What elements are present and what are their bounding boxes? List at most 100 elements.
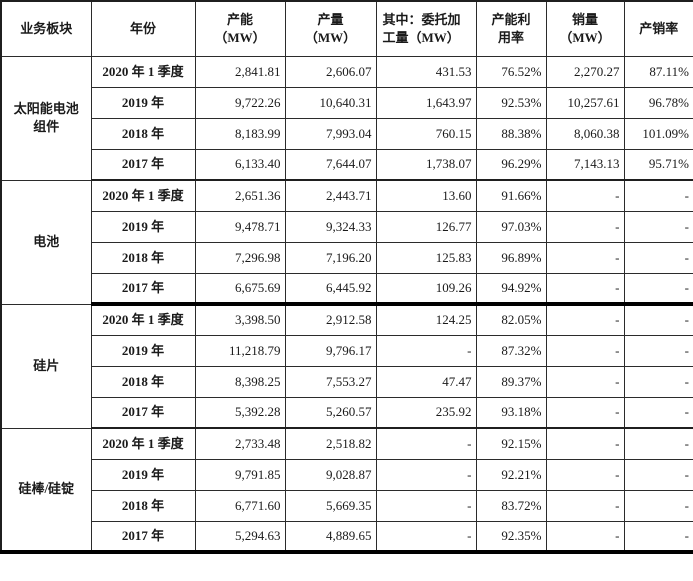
sales-cell: 7,143.13 <box>545 148 625 181</box>
commissioned-cell: 13.60 <box>375 179 477 212</box>
commissioned-cell: 235.92 <box>375 396 477 429</box>
ratio-cell: - <box>623 241 693 274</box>
sales-cell: 2,270.27 <box>545 55 625 88</box>
year-cell: 2019 年 <box>90 334 196 367</box>
utilization-cell: 92.15% <box>475 427 547 460</box>
year-cell: 2018 年 <box>90 241 196 274</box>
output-cell: 10,640.31 <box>284 86 377 119</box>
header-sales-volume: 销量 （MW） <box>545 0 625 57</box>
output-cell: 5,260.57 <box>284 396 377 429</box>
header-capacity: 产能 （MW） <box>194 0 286 57</box>
output-cell: 9,028.87 <box>284 458 377 491</box>
commissioned-cell: 1,738.07 <box>375 148 477 181</box>
commissioned-cell: 109.26 <box>375 272 477 306</box>
sales-cell: - <box>545 458 625 491</box>
capacity-cell: 2,841.81 <box>194 55 286 88</box>
commissioned-cell: 1,643.97 <box>375 86 477 119</box>
table-row: 2019 年 9,791.85 9,028.87 - 92.21% - - <box>1 458 693 491</box>
capacity-cell: 11,218.79 <box>194 334 286 367</box>
sales-cell: - <box>545 210 625 243</box>
utilization-cell: 96.89% <box>475 241 547 274</box>
commissioned-cell: 125.83 <box>375 241 477 274</box>
utilization-cell: 93.18% <box>475 396 547 429</box>
capacity-cell: 6,675.69 <box>194 272 286 306</box>
utilization-cell: 94.92% <box>475 272 547 306</box>
commissioned-cell: 760.15 <box>375 117 477 150</box>
table-row: 硅棒/硅锭 2020 年 1 季度 2,733.48 2,518.82 - 92… <box>0 427 693 553</box>
output-cell: 6,445.92 <box>284 272 377 306</box>
year-cell: 2017 年 <box>90 396 196 429</box>
segment-label-wafer: 硅片 <box>0 303 92 429</box>
output-cell: 2,518.82 <box>284 427 377 460</box>
table-row: 硅片 2020 年 1 季度 3,398.50 2,912.58 124.25 … <box>0 303 693 429</box>
utilization-cell: 92.35% <box>475 520 547 553</box>
table-row: 2019 年 11,218.79 9,796.17 - 87.32% - - <box>1 334 693 367</box>
capacity-cell: 5,294.63 <box>194 520 286 553</box>
segment-label-rod-ingot: 硅棒/硅锭 <box>0 427 92 553</box>
ratio-cell: - <box>623 520 693 553</box>
sales-cell: - <box>545 179 625 212</box>
commissioned-cell: - <box>375 427 477 460</box>
header-utilization-rate: 产能利 用率 <box>475 0 547 57</box>
sales-cell: - <box>545 489 625 522</box>
year-cell: 2020 年 1 季度 <box>90 55 196 88</box>
utilization-cell: 92.21% <box>475 458 547 491</box>
output-cell: 9,324.33 <box>284 210 377 243</box>
utilization-cell: 82.05% <box>475 303 547 336</box>
year-cell: 2020 年 1 季度 <box>90 427 196 460</box>
utilization-cell: 91.66% <box>475 179 547 212</box>
table-row: 2018 年 6,771.60 5,669.35 - 83.72% - - <box>1 489 693 522</box>
ratio-cell: - <box>623 210 693 243</box>
commissioned-cell: - <box>375 458 477 491</box>
output-cell: 2,912.58 <box>284 303 377 336</box>
sales-cell: - <box>545 241 625 274</box>
year-cell: 2020 年 1 季度 <box>90 303 196 336</box>
utilization-cell: 76.52% <box>475 55 547 88</box>
output-cell: 7,993.04 <box>284 117 377 150</box>
sales-cell: - <box>545 520 625 553</box>
ratio-cell: - <box>623 272 693 306</box>
capacity-cell: 3,398.50 <box>194 303 286 336</box>
capacity-cell: 9,722.26 <box>194 86 286 119</box>
year-cell: 2020 年 1 季度 <box>90 179 196 212</box>
table-row: 太阳能电池 组件 2020 年 1 季度 2,841.81 2,606.07 4… <box>0 55 693 181</box>
utilization-cell: 96.29% <box>475 148 547 181</box>
capacity-cell: 2,733.48 <box>194 427 286 460</box>
capacity-cell: 8,398.25 <box>194 365 286 398</box>
commissioned-cell: 126.77 <box>375 210 477 243</box>
header-output: 产量 （MW） <box>284 0 377 57</box>
table-row: 2018 年 8,398.25 7,553.27 47.47 89.37% - … <box>1 365 693 398</box>
header-commissioned-processing: 其中：委托加 工量（MW） <box>375 0 477 57</box>
sales-cell: - <box>545 396 625 429</box>
header-business-segment: 业务板块 <box>0 0 92 57</box>
sales-cell: - <box>545 365 625 398</box>
commissioned-cell: 431.53 <box>375 55 477 88</box>
ratio-cell: - <box>623 365 693 398</box>
ratio-cell: - <box>623 303 693 336</box>
segment-label-solar-module: 太阳能电池 组件 <box>0 55 92 181</box>
output-cell: 9,796.17 <box>284 334 377 367</box>
sales-cell: 10,257.61 <box>545 86 625 119</box>
ratio-cell: - <box>623 427 693 460</box>
sales-cell: - <box>545 303 625 336</box>
ratio-cell: - <box>623 179 693 212</box>
ratio-cell: - <box>623 334 693 367</box>
utilization-cell: 89.37% <box>475 365 547 398</box>
production-capacity-table: 业务板块 年份 产能 （MW） 产量 （MW） 其中：委托加 工量（MW） 产能… <box>0 0 693 554</box>
sales-cell: 8,060.38 <box>545 117 625 150</box>
table-row: 2017 年 6,133.40 7,644.07 1,738.07 96.29%… <box>1 148 693 181</box>
header-year: 年份 <box>90 0 196 57</box>
year-cell: 2019 年 <box>90 458 196 491</box>
utilization-cell: 87.32% <box>475 334 547 367</box>
year-cell: 2019 年 <box>90 86 196 119</box>
output-cell: 4,889.65 <box>284 520 377 553</box>
capacity-cell: 6,771.60 <box>194 489 286 522</box>
year-cell: 2018 年 <box>90 365 196 398</box>
sales-cell: - <box>545 334 625 367</box>
table-row: 2018 年 8,183.99 7,993.04 760.15 88.38% 8… <box>1 117 693 150</box>
utilization-cell: 88.38% <box>475 117 547 150</box>
table-row: 2017 年 5,392.28 5,260.57 235.92 93.18% -… <box>1 396 693 429</box>
output-cell: 2,443.71 <box>284 179 377 212</box>
commissioned-cell: 124.25 <box>375 303 477 336</box>
